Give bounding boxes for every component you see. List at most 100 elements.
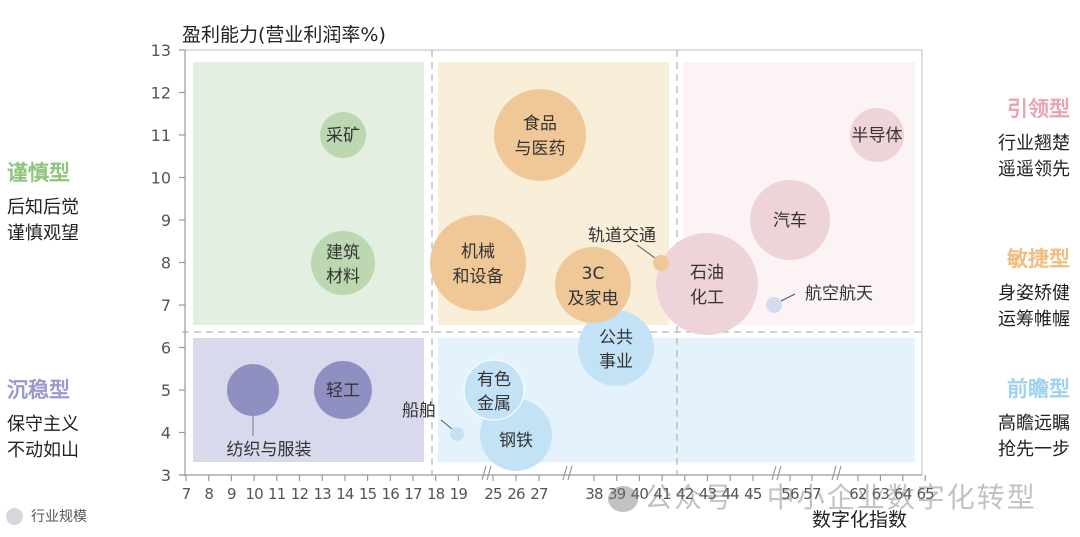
legend-label: 行业规模	[31, 509, 87, 525]
quadrant-desc-leading-2: 遥遥领先	[998, 159, 1070, 180]
leader-aerospace	[780, 293, 796, 302]
x-tick-label: 45	[744, 485, 762, 503]
label-light-industry: 轻工	[326, 381, 360, 401]
bubble-petrochemical[interactable]	[656, 233, 758, 335]
bubble-3c-appliances[interactable]	[555, 247, 631, 323]
x-tick-label: 57	[803, 485, 821, 503]
bubble-machinery[interactable]	[430, 215, 526, 311]
bubble-rail-transit[interactable]	[653, 255, 669, 271]
y-tick-label: 10	[151, 169, 171, 188]
bubbles	[227, 89, 904, 471]
y-axis-title: 盈利能力(营业利润率%)	[182, 24, 386, 46]
label-mining: 采矿	[326, 126, 360, 146]
x-tick-label: 43	[699, 485, 717, 503]
x-tick-label: 16	[382, 485, 400, 503]
watermark-text: 公众号 · 中小企业数字化转型	[644, 481, 1037, 514]
quadrant-cautious-bg	[193, 62, 424, 325]
wechat-icon	[608, 486, 638, 512]
x-tick-label: 7	[182, 485, 191, 503]
x-tick-label: 64	[894, 485, 912, 503]
y-tick-label: 4	[161, 424, 171, 443]
x-tick-label: 17	[404, 485, 422, 503]
bubble-semiconductor[interactable]	[850, 108, 904, 162]
label-aerospace: 航空航天	[805, 284, 873, 304]
label-3c-appliances-2: 及家电	[568, 289, 619, 309]
quadrant-dividers	[182, 50, 922, 475]
x-tick-label: 25	[484, 485, 502, 503]
quadrant-desc-agile-1: 身姿矫健	[998, 283, 1070, 304]
y-tick-label: 13	[151, 41, 171, 60]
label-automobile: 汽车	[773, 211, 807, 231]
x-tick-label: 42	[676, 485, 694, 503]
bubble-automobile[interactable]	[750, 180, 830, 260]
x-tick-label: 14	[336, 485, 354, 503]
label-rail-transit: 轨道交通	[588, 226, 656, 246]
bubble-food-medicine[interactable]	[494, 89, 586, 181]
label-building-materials-2: 材料	[326, 267, 360, 287]
bubble-nonferrous-metals[interactable]	[463, 359, 525, 421]
x-tick-label: 41	[653, 485, 671, 503]
label-nonferrous-2: 金属	[477, 394, 511, 414]
legend: 行业规模	[6, 506, 87, 526]
label-public-utilities-2: 事业	[599, 352, 633, 372]
y-tick-label: 6	[161, 339, 171, 358]
bubble-public-utilities[interactable]	[578, 310, 654, 386]
x-tick-label: 38	[585, 485, 603, 503]
label-machinery-2: 和设备	[453, 267, 504, 287]
x-tick-label: 10	[245, 485, 263, 503]
bubble-shipbuilding[interactable]	[450, 427, 464, 441]
quadrant-desc-leading-1: 行业翘楚	[998, 133, 1070, 154]
x-tick-label: 19	[450, 485, 468, 503]
watermark: 公众号 · 中小企业数字化转型	[608, 476, 1037, 516]
x-tick-label: 15	[359, 485, 377, 503]
label-food-medicine-1: 食品	[523, 114, 557, 134]
label-petrochemical-1: 石油	[690, 263, 724, 283]
quadrant-title-agile: 敏捷型	[1007, 247, 1070, 271]
x-tick-label: 44	[721, 485, 739, 503]
x-axis-ticks: 7 8 9 10 11 12 13 14 15 16 17 18 19 25 26 27 38 39 40 41 42 4…	[182, 475, 935, 503]
x-tick-label: 9	[227, 485, 236, 503]
label-shipbuilding: 船舶	[402, 401, 436, 421]
x-axis-breaks	[481, 465, 842, 481]
bubble-building-materials[interactable]	[311, 231, 375, 295]
bubble-light-industry[interactable]	[314, 361, 372, 419]
x-tick-label: 56	[781, 485, 799, 503]
bubble-labels: 采矿 建筑 材料 纺织与服装 轻工 食品 与医药 机械 和设备 3C 及家电 轨…	[227, 114, 903, 460]
x-tick-label: 65	[916, 485, 934, 503]
quadrant-desc-forward-1: 高瞻远瞩	[998, 413, 1070, 434]
x-tick-label: 63	[872, 485, 890, 503]
y-tick-label: 7	[161, 296, 171, 315]
x-tick-label: 39	[608, 485, 626, 503]
label-food-medicine-2: 与医药	[515, 139, 566, 159]
y-axis-ticks: 3 4 5 6 7 8 9 10 11 12 13	[151, 41, 185, 485]
x-tick-label: 18	[427, 485, 445, 503]
bubble-aerospace[interactable]	[766, 297, 782, 313]
label-petrochemical-2: 化工	[690, 288, 724, 308]
y-tick-label: 9	[161, 211, 171, 230]
leader-shipbuilding	[440, 419, 453, 430]
quadrant-desc-agile-2: 运筹帷幄	[998, 309, 1070, 330]
label-textile-apparel: 纺织与服装	[227, 440, 312, 460]
x-tick-label: 26	[507, 485, 525, 503]
label-3c-appliances-1: 3C	[582, 264, 605, 284]
quadrant-desc-steady-1: 保守主义	[7, 414, 79, 435]
x-axis-title: 数字化指数	[812, 509, 908, 531]
x-tick-label: 62	[849, 485, 867, 503]
y-tick-label: 11	[151, 126, 171, 145]
label-nonferrous-1: 有色	[477, 370, 511, 390]
quadrant-desc-steady-2: 不动如山	[7, 440, 79, 461]
y-tick-label: 3	[161, 466, 171, 485]
x-tick-label: 27	[530, 485, 548, 503]
bubble-textile-apparel[interactable]	[227, 364, 279, 416]
bubble-mining[interactable]	[320, 112, 366, 158]
y-tick-label: 12	[151, 84, 171, 103]
legend-bubble-icon	[6, 507, 23, 525]
y-tick-label: 8	[161, 254, 171, 273]
quadrant-title-forward: 前瞻型	[1007, 377, 1070, 401]
x-tick-label: 8	[204, 485, 213, 503]
label-building-materials-1: 建筑	[326, 243, 360, 263]
x-tick-label: 12	[291, 485, 309, 503]
label-public-utilities-1: 公共	[599, 328, 633, 348]
y-tick-label: 5	[161, 381, 171, 400]
